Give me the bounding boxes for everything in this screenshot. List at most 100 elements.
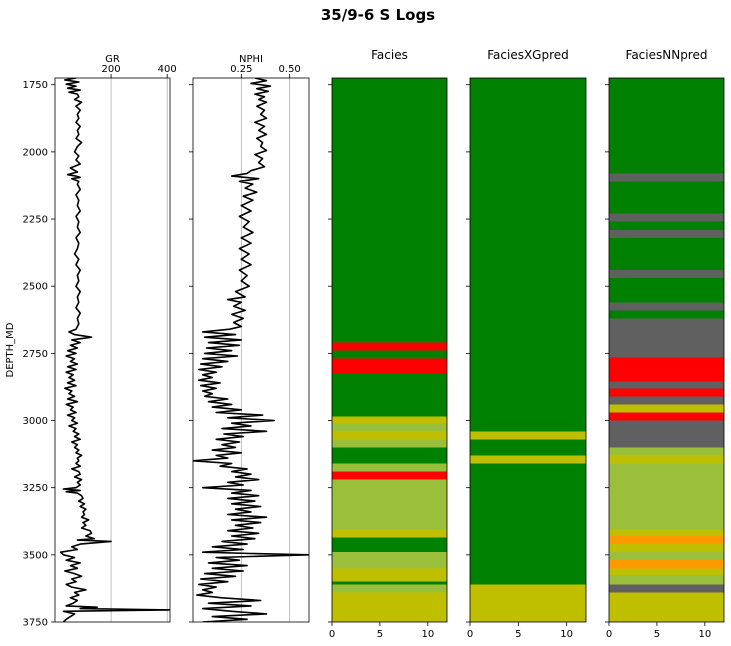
facies-interval bbox=[609, 302, 724, 311]
gr-axis-label: GR bbox=[105, 54, 120, 65]
y-tick-label: 3750 bbox=[23, 618, 48, 629]
facies-interval bbox=[609, 560, 724, 569]
facies-interval bbox=[609, 536, 724, 545]
facies-interval bbox=[470, 584, 586, 622]
y-tick-label: 3500 bbox=[23, 550, 48, 561]
nphi-track: NPHI 0.25 0.50 bbox=[189, 54, 310, 623]
facies-track-title: Facies bbox=[371, 48, 408, 62]
x-tick-label: 200 bbox=[102, 64, 121, 75]
y-tick-label: 3000 bbox=[23, 416, 48, 427]
gr-track: GR DEPTH_MD 200 400 1750 2000 2250 2500 2750 30… bbox=[5, 54, 177, 629]
facies-interval bbox=[332, 439, 447, 448]
x-tick-label: 5 bbox=[377, 629, 383, 640]
facies-interval bbox=[609, 310, 724, 319]
facies-interval bbox=[609, 420, 724, 448]
x-tick-label: 0.25 bbox=[230, 64, 252, 75]
facies-interval bbox=[332, 592, 447, 622]
faciesnnpred-track-title: FaciesNNpred bbox=[626, 48, 708, 62]
faciesxgpred-track-title: FaciesXGpred bbox=[487, 48, 569, 62]
facies-interval bbox=[609, 213, 724, 222]
plot-area bbox=[609, 78, 724, 622]
log-curve bbox=[193, 78, 309, 622]
plot-area bbox=[332, 78, 447, 622]
plot-area bbox=[470, 78, 586, 622]
facies-interval bbox=[332, 447, 447, 464]
facies-interval bbox=[332, 584, 447, 593]
facies-interval bbox=[609, 529, 724, 537]
y-tick-label: 1750 bbox=[23, 80, 48, 91]
facies-interval bbox=[332, 581, 447, 585]
facies-interval bbox=[609, 574, 724, 585]
facies-interval bbox=[609, 318, 724, 358]
facies-interval bbox=[609, 463, 724, 530]
facies-interval bbox=[470, 463, 586, 585]
facies-interval bbox=[332, 537, 447, 553]
facies-interval bbox=[609, 447, 724, 456]
facies-track: Facies 0 5 10 bbox=[328, 48, 448, 640]
panel-frame bbox=[608, 77, 725, 623]
facies-interval bbox=[609, 584, 724, 593]
facies-interval bbox=[609, 412, 724, 421]
facies-interval bbox=[609, 592, 724, 622]
facies-interval bbox=[609, 552, 724, 561]
facies-interval bbox=[332, 463, 447, 472]
x-tick-label: 0 bbox=[606, 629, 612, 640]
x-tick-label: 10 bbox=[560, 629, 573, 640]
facies-interval bbox=[609, 357, 724, 382]
facies-interval bbox=[332, 342, 447, 351]
facies-interval bbox=[332, 358, 447, 374]
panel-frame bbox=[54, 77, 171, 623]
facies-interval bbox=[609, 404, 724, 413]
facies-interval bbox=[609, 396, 724, 405]
facies-interval bbox=[609, 544, 724, 553]
facies-interval bbox=[332, 431, 447, 440]
faciesxgpred-track: FaciesXGpred 0 5 10 bbox=[466, 48, 587, 640]
facies-interval bbox=[609, 278, 724, 303]
facies-interval bbox=[609, 78, 724, 174]
figure-title: 35/9-6 S Logs bbox=[321, 6, 435, 24]
x-tick-label: 0.50 bbox=[279, 64, 301, 75]
facies-interval bbox=[609, 221, 724, 230]
facies-interval bbox=[470, 431, 586, 440]
facies-interval bbox=[332, 350, 447, 359]
facies-interval bbox=[332, 471, 447, 480]
panel-frame bbox=[331, 77, 448, 623]
nphi-axis-label: NPHI bbox=[239, 54, 263, 65]
facies-interval bbox=[609, 381, 724, 389]
panel-frame bbox=[469, 77, 587, 623]
facies-interval bbox=[332, 529, 447, 538]
facies-interval bbox=[609, 455, 724, 464]
plot-area bbox=[193, 78, 309, 622]
facies-interval bbox=[332, 416, 447, 424]
facies-interval bbox=[332, 78, 447, 343]
facies-interval bbox=[609, 237, 724, 271]
x-tick-label: 10 bbox=[698, 629, 711, 640]
facies-interval bbox=[609, 388, 724, 397]
facies-interval bbox=[470, 455, 586, 464]
y-tick-label: 2500 bbox=[23, 282, 48, 293]
facies-interval bbox=[609, 181, 724, 214]
x-tick-label: 5 bbox=[654, 629, 660, 640]
x-tick-label: 0 bbox=[329, 629, 335, 640]
log-curve bbox=[59, 78, 170, 622]
y-tick-label: 2250 bbox=[23, 215, 48, 226]
x-tick-label: 10 bbox=[421, 629, 434, 640]
facies-interval bbox=[332, 373, 447, 417]
plot-area bbox=[59, 78, 170, 622]
facies-interval bbox=[609, 270, 724, 279]
facies-interval bbox=[332, 479, 447, 530]
facies-interval bbox=[609, 173, 724, 182]
facies-interval bbox=[609, 568, 724, 575]
x-tick-label: 0 bbox=[467, 629, 473, 640]
facies-interval bbox=[332, 568, 447, 582]
x-tick-label: 5 bbox=[515, 629, 521, 640]
x-tick-label: 400 bbox=[158, 64, 177, 75]
depth-axis-label: DEPTH_MD bbox=[5, 322, 16, 377]
facies-interval bbox=[332, 552, 447, 569]
y-tick-label: 2000 bbox=[23, 147, 48, 158]
facies-interval bbox=[609, 229, 724, 238]
panel-frame bbox=[192, 77, 310, 623]
facies-interval bbox=[470, 78, 586, 432]
y-tick-label: 2750 bbox=[23, 349, 48, 360]
